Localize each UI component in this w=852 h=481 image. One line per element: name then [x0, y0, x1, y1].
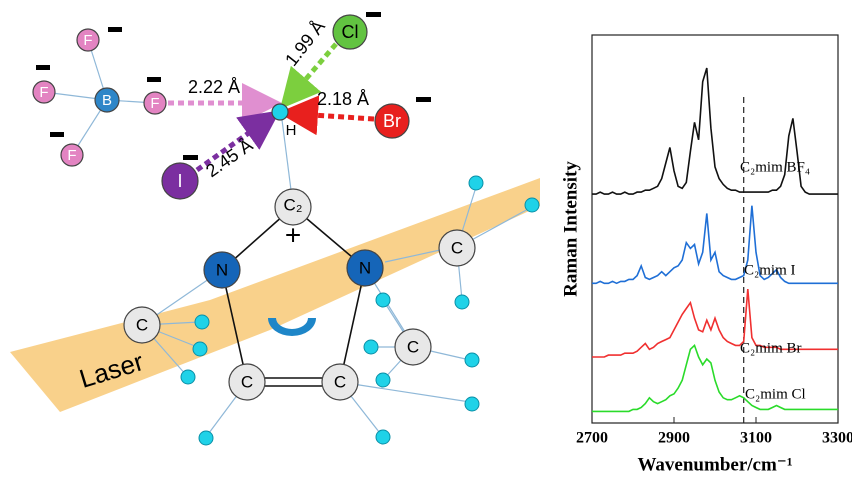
series-label: C₂mim Cl	[745, 386, 806, 402]
atom-label: C	[451, 238, 463, 257]
raman-chart: Wavenumber/cm⁻¹ Raman Intensity 2700 2900…	[560, 35, 852, 475]
plot-frame	[592, 35, 838, 423]
distance-label: 2.18 Å	[317, 89, 369, 109]
atom-label: F	[67, 147, 76, 164]
atom-label: F	[83, 32, 92, 49]
atom-label: Br	[383, 111, 401, 131]
figure: F F F F B Cl Br I H C₂ N N C C C C C + 2…	[0, 0, 852, 481]
atom-label: C₂	[284, 195, 303, 214]
atom-label: H	[286, 122, 297, 139]
x-tick-label: 2700	[576, 430, 608, 447]
atom-label: C	[334, 372, 346, 391]
charge: +	[285, 219, 301, 250]
distance-label: 2.45 Å	[202, 135, 256, 181]
atom-label: C	[407, 337, 419, 356]
atom-label: B	[102, 92, 112, 109]
atom-label: Cl	[342, 22, 359, 42]
atom-label: F	[39, 84, 48, 101]
x-tick-label: 3100	[740, 430, 772, 447]
atom-label: I	[177, 171, 182, 191]
atom-label: C	[136, 315, 148, 334]
ring-arc	[268, 318, 316, 336]
x-tick-label: 2900	[658, 430, 690, 447]
series-label: C₂mim I	[744, 262, 795, 278]
series-label: C₂mim Br	[740, 340, 802, 356]
x-axis-title: Wavenumber/cm⁻¹	[637, 454, 792, 475]
spectrum-line	[592, 206, 838, 284]
x-tick-label: 3300	[822, 430, 852, 447]
atom-label: C	[241, 372, 253, 391]
y-axis-title: Raman Intensity	[560, 161, 581, 297]
molecule-diagram: F F F F B Cl Br I H C₂ N N C C C C C + 2…	[10, 12, 540, 445]
atom-label: N	[359, 258, 371, 277]
series-label: C₂mim BF₄	[740, 159, 810, 175]
atom-label: F	[150, 95, 159, 112]
atom-label: N	[216, 260, 228, 279]
distance-label: 2.22 Å	[188, 77, 240, 97]
